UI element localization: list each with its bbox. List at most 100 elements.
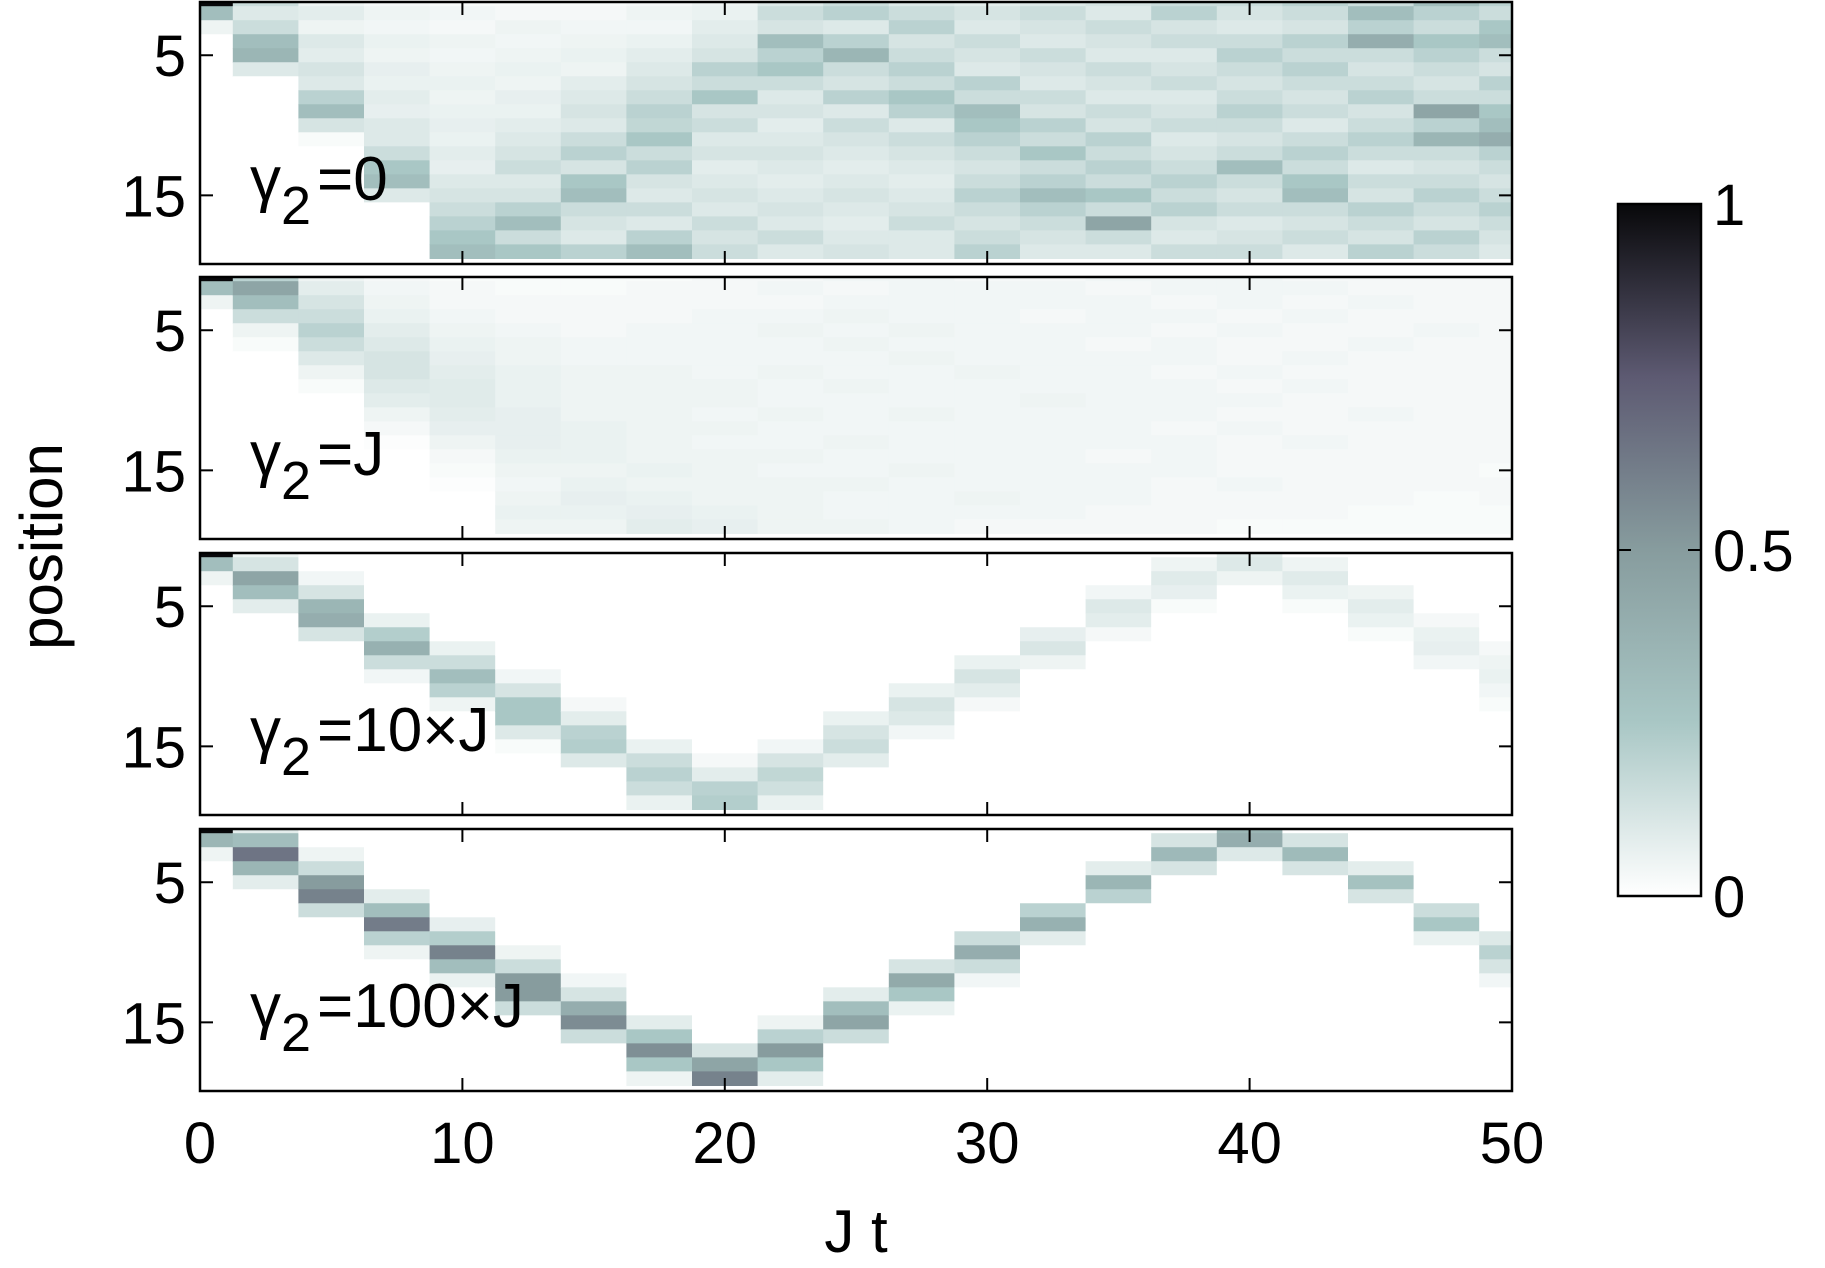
cell (1479, 903, 1512, 918)
cell (1151, 1057, 1218, 1072)
cell (298, 1071, 365, 1086)
cell (298, 146, 365, 161)
cell (1282, 76, 1349, 91)
cell (232, 861, 299, 876)
cell (1020, 244, 1087, 259)
cell (888, 1029, 955, 1044)
cell (1151, 1043, 1218, 1058)
cell (1151, 795, 1218, 810)
cell (364, 202, 431, 217)
cell (626, 1043, 693, 1058)
cell (560, 216, 627, 231)
cell (1020, 931, 1087, 946)
cell (888, 104, 955, 119)
cell (626, 34, 693, 49)
cell (1216, 889, 1283, 904)
cell (1020, 2, 1087, 7)
cell (364, 987, 431, 1002)
cell (364, 337, 431, 352)
cell (1216, 76, 1283, 91)
annotation-symbol: γ (250, 972, 281, 1041)
cell (888, 323, 955, 338)
y-tick-label: 5 (154, 299, 186, 364)
cell (823, 795, 890, 810)
cell (298, 281, 365, 296)
cell (823, 146, 890, 161)
cell (1413, 571, 1480, 586)
cell (1348, 959, 1415, 974)
cell (495, 833, 562, 848)
cell (560, 2, 627, 7)
cell (1151, 557, 1218, 572)
cell (954, 20, 1021, 35)
cell (429, 104, 496, 119)
cell (298, 132, 365, 147)
cell (1479, 295, 1512, 310)
cell (298, 739, 365, 754)
cell (232, 188, 299, 203)
cell (200, 553, 234, 558)
cell (560, 669, 627, 684)
cell (1348, 599, 1415, 614)
cell (692, 34, 759, 49)
cell (1151, 421, 1218, 436)
cell (1348, 641, 1415, 656)
cell (1085, 571, 1152, 586)
cell (232, 829, 299, 834)
cell (298, 1029, 365, 1044)
cell (1151, 1001, 1218, 1016)
cell (888, 655, 955, 670)
cell (1085, 76, 1152, 91)
cell (1348, 365, 1415, 380)
heatmap (200, 829, 1512, 1086)
cell (1348, 449, 1415, 464)
cell (1216, 781, 1283, 796)
cell (888, 449, 955, 464)
cell (200, 931, 234, 946)
cell (626, 118, 693, 133)
cell (298, 557, 365, 572)
x-tick-label: 40 (1217, 1111, 1282, 1176)
cell (1348, 421, 1415, 436)
cell (298, 230, 365, 245)
cell (692, 875, 759, 890)
cell (954, 599, 1021, 614)
cell (626, 132, 693, 147)
cell (1216, 62, 1283, 77)
cell (1348, 230, 1415, 245)
cell (1216, 407, 1283, 422)
cell (888, 277, 955, 282)
cell (1216, 711, 1283, 726)
cell (1216, 449, 1283, 464)
cell (888, 76, 955, 91)
cell (1282, 1043, 1349, 1058)
cell (1151, 917, 1218, 932)
cell (429, 1043, 496, 1058)
cell (823, 519, 890, 534)
cell (1413, 202, 1480, 217)
cell (626, 160, 693, 175)
cell (888, 174, 955, 189)
cell (364, 889, 431, 904)
cell (626, 351, 693, 366)
cell (1216, 118, 1283, 133)
cell (232, 945, 299, 960)
cell (298, 889, 365, 904)
cell (692, 463, 759, 478)
cell (626, 739, 693, 754)
cell (626, 711, 693, 726)
cell (823, 781, 890, 796)
cell (692, 132, 759, 147)
cell (1479, 973, 1512, 988)
cell (364, 160, 431, 175)
cell (1479, 557, 1512, 572)
cell (560, 1001, 627, 1016)
cell (429, 903, 496, 918)
cell (232, 202, 299, 217)
cell (823, 557, 890, 572)
cell (364, 146, 431, 161)
cell (1085, 435, 1152, 450)
cell (1151, 6, 1218, 21)
cell (692, 847, 759, 862)
annotation-text: =0 (317, 145, 388, 214)
